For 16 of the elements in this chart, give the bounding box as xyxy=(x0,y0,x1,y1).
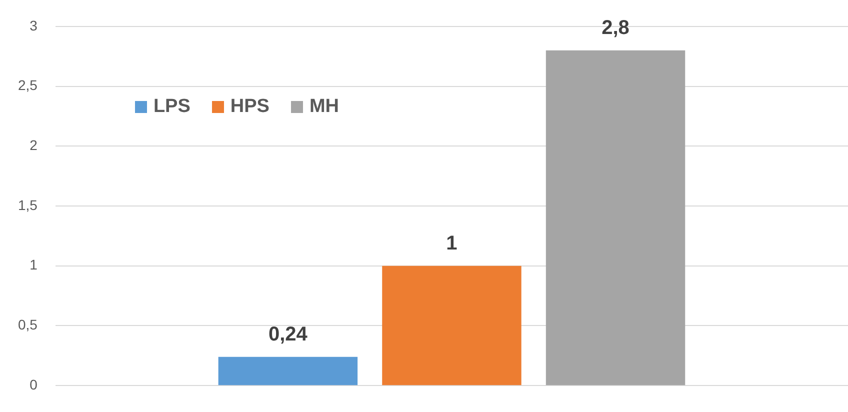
y-tick-label: 1,5 xyxy=(18,196,38,213)
y-tick-label: 1 xyxy=(30,256,38,273)
y-tick-label: 2,5 xyxy=(18,77,38,94)
y-tick-label: 0 xyxy=(30,376,38,392)
legend-label: LPS xyxy=(153,96,190,118)
y-tick-label: 2 xyxy=(30,136,38,153)
y-tick-label: 0,5 xyxy=(18,316,38,333)
data-label: 0,24 xyxy=(268,323,308,346)
bar xyxy=(382,266,522,386)
legend-label: HPS xyxy=(230,96,270,118)
bar xyxy=(546,50,686,386)
y-tick-label: 3 xyxy=(30,17,38,34)
legend-label: MH xyxy=(309,96,340,118)
data-label: 1 xyxy=(446,232,458,254)
bar xyxy=(218,356,358,386)
data-label: 2,8 xyxy=(602,16,630,39)
